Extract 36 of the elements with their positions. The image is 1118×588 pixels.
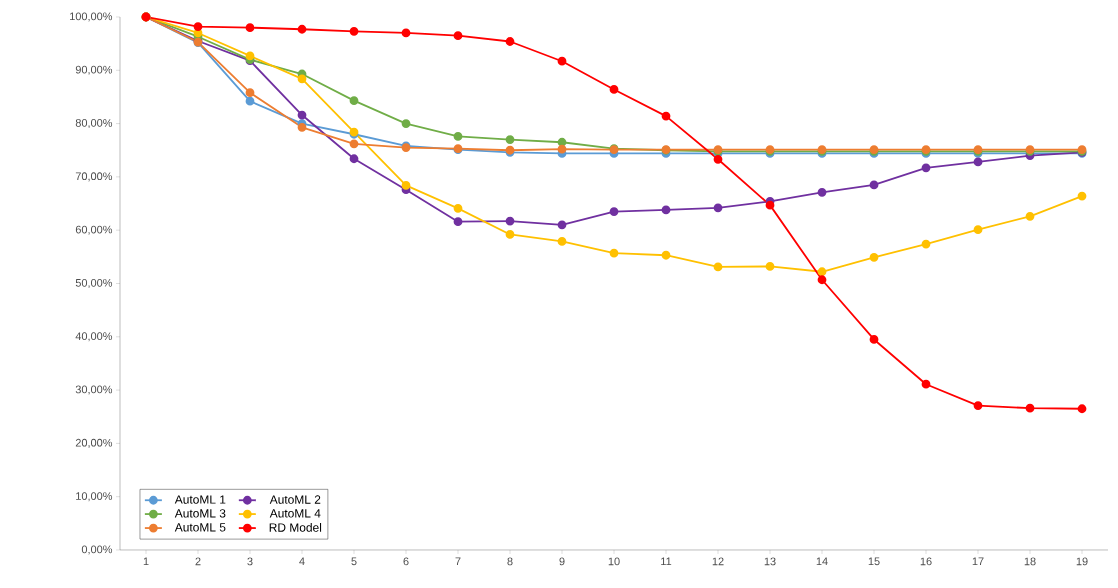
legend-label: AutoML 3 [174,509,226,518]
x-tick-label: 14 [816,557,828,566]
legend-label: AutoML 2 [269,495,321,504]
x-tick-label: 10 [608,557,620,566]
x-tick-label: 6 [403,557,409,566]
x-tick-label: 13 [764,557,776,566]
y-tick-label: 40,00% [75,332,113,342]
y-tick-label: 100,00% [70,12,113,22]
legend-label: AutoML 5 [174,523,226,532]
legend-label: AutoML 1 [174,495,226,504]
x-tick-label: 16 [920,557,932,566]
x-tick-label: 11 [661,557,672,566]
legend-label: AutoML 4 [269,509,321,518]
y-tick-label: 70,00% [75,172,113,182]
x-tick-label: 5 [351,557,357,566]
x-tick-label: 19 [1076,557,1088,566]
y-tick-label: 10,00% [76,492,113,502]
y-tick-label: 60,00% [75,225,113,235]
y-tick-label: 30,00% [75,385,113,395]
x-tick-label: 12 [712,557,724,566]
legend-label: RD Model [269,522,322,532]
x-tick-label: 3 [247,557,253,566]
x-tick-label: 9 [559,557,565,566]
y-tick-label: 20,00% [75,438,113,448]
y-tick-label: 90,00% [75,65,113,75]
y-tick-label: 50,00% [75,278,113,289]
x-tick-label: 7 [455,557,461,566]
x-tick-label: 2 [195,557,201,566]
x-tick-label: 4 [299,557,305,566]
x-tick-label: 18 [1024,557,1036,566]
y-tick-label: 0,00% [81,545,113,555]
x-tick-label: 8 [507,557,513,566]
x-tick-label: 17 [972,557,984,566]
x-tick-label: 1 [143,557,149,566]
y-tick-label: 80,00% [75,119,113,129]
x-tick-label: 15 [868,557,880,566]
